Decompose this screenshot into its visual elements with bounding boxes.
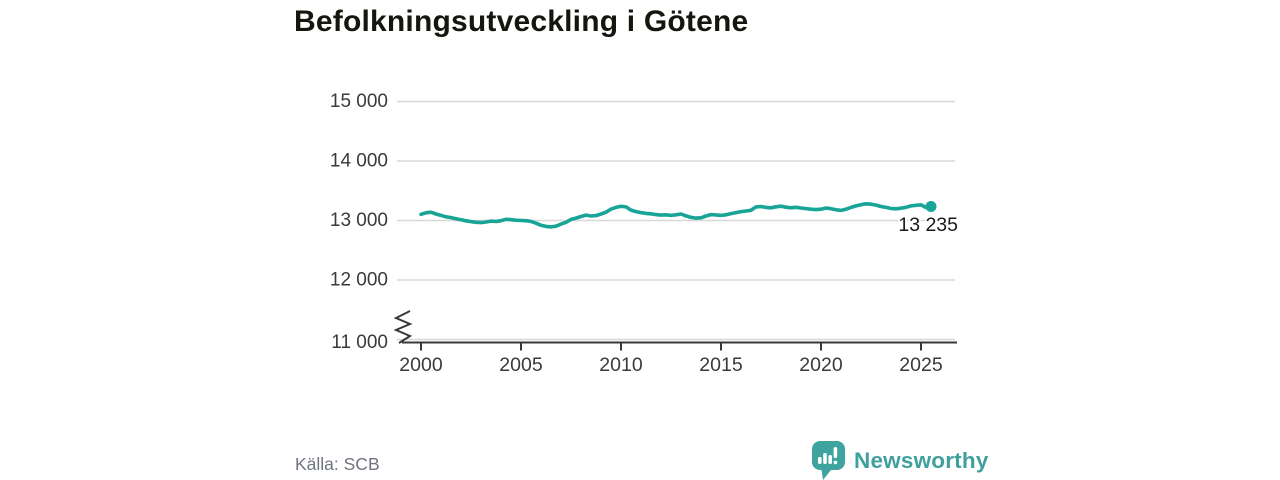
x-tick-label: 2005: [499, 354, 543, 376]
x-tick-label: 2010: [599, 354, 643, 376]
end-point-dot: [925, 201, 937, 213]
population-series-line: [419, 202, 933, 229]
y-tick-label: 11 000: [331, 332, 388, 353]
newsworthy-speech-bubble-bar-chart-icon: [812, 441, 845, 480]
x-tick-label: 2015: [699, 354, 743, 376]
y-tick-label: 12 000: [330, 270, 388, 291]
end-value-label: 13 235: [898, 214, 958, 236]
source-note: Källa: SCB: [295, 454, 380, 474]
chart-title: Befolkningsutveckling i Götene: [294, 5, 749, 38]
x-tick-label: 2000: [399, 354, 443, 376]
y-tick-label: 13 000: [330, 210, 388, 231]
x-tick-label: 2025: [899, 354, 943, 376]
y-tick-label: 14 000: [330, 151, 388, 172]
axis-break-icon: [393, 310, 413, 344]
x-tick-label: 2020: [799, 354, 843, 376]
newsworthy-wordmark: Newsworthy: [854, 448, 989, 473]
newsworthy-logo: Newsworthy: [811, 441, 989, 480]
y-tick-label: 15 000: [330, 91, 388, 112]
